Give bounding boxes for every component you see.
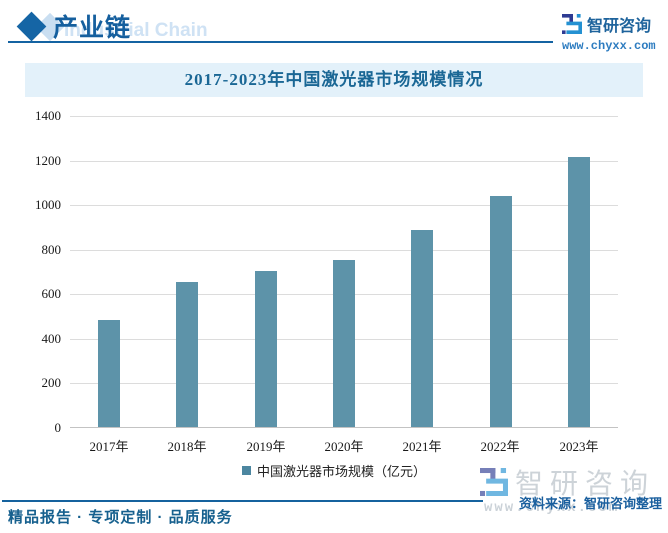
x-tick-label-2019年: 2019年	[246, 439, 286, 454]
y-tick-label-800: 800	[41, 242, 62, 257]
watermark-url: www.chyxx.com	[484, 500, 620, 516]
brand-logo-icon	[562, 14, 582, 34]
x-tick-label-2022年: 2022年	[480, 439, 520, 454]
brand-name: 智研咨询	[587, 18, 652, 35]
gridline-1200	[70, 161, 618, 162]
y-tick-label-1200: 1200	[35, 153, 61, 168]
brand-block: 智研咨询 www.chyxx.com	[562, 12, 662, 53]
gridline-800	[70, 250, 618, 251]
x-tick-label-2018年: 2018年	[167, 439, 207, 454]
bar-2023年	[568, 157, 590, 427]
diamond-icon-dark	[16, 11, 47, 42]
plot-area: 0 200 400 600 800 1000 1200 1400 2017年 2018年 2019年…	[35, 108, 618, 454]
header-divider	[8, 41, 553, 43]
page-title: 产业链	[53, 14, 132, 42]
page-subtitle: Industrial Chain	[64, 20, 208, 41]
legend-marker	[241, 466, 251, 475]
y-tick-label-600: 600	[41, 286, 62, 301]
footer-slogan: 精品报告 · 专项定制 · 品质服务	[8, 509, 233, 526]
legend-label: 中国激光器市场规模（亿元）	[256, 464, 426, 479]
y-tick-label-1000: 1000	[35, 197, 61, 212]
source-note: 资料来源：智研咨询整理	[518, 496, 662, 511]
bar-2020年	[333, 260, 355, 427]
x-tick-label-2017年: 2017年	[89, 439, 129, 454]
gridline-0	[70, 427, 618, 428]
bar-2021年	[411, 230, 433, 427]
y-tick-label-1400: 1400	[35, 108, 61, 123]
bar-2018年	[176, 282, 198, 427]
watermark-brand-text: 智研咨询	[515, 468, 656, 499]
y-tick-label-400: 400	[41, 331, 62, 346]
gridline-1400	[70, 116, 618, 117]
gridline-1000	[70, 205, 618, 206]
y-tick-label-0: 0	[54, 420, 62, 435]
brand-url: www.chyxx.com	[562, 39, 656, 53]
y-tick-label-200: 200	[41, 375, 62, 390]
bar-2019年	[255, 271, 277, 427]
footer-divider	[2, 500, 483, 502]
watermark-logo-icon	[480, 468, 508, 496]
x-tick-label-2023年: 2023年	[559, 439, 599, 454]
chart-title: 2017-2023年中国激光器市场规模情况	[25, 63, 643, 97]
x-tick-label-2021年: 2021年	[402, 439, 442, 454]
x-tick-label-2020年: 2020年	[324, 439, 364, 454]
chart-legend: 中国激光器市场规模（亿元）	[0, 461, 668, 480]
bar-2017年	[98, 320, 120, 427]
watermark: 智研咨询 www.chyxx.com	[480, 462, 655, 516]
bar-2022年	[490, 196, 512, 427]
